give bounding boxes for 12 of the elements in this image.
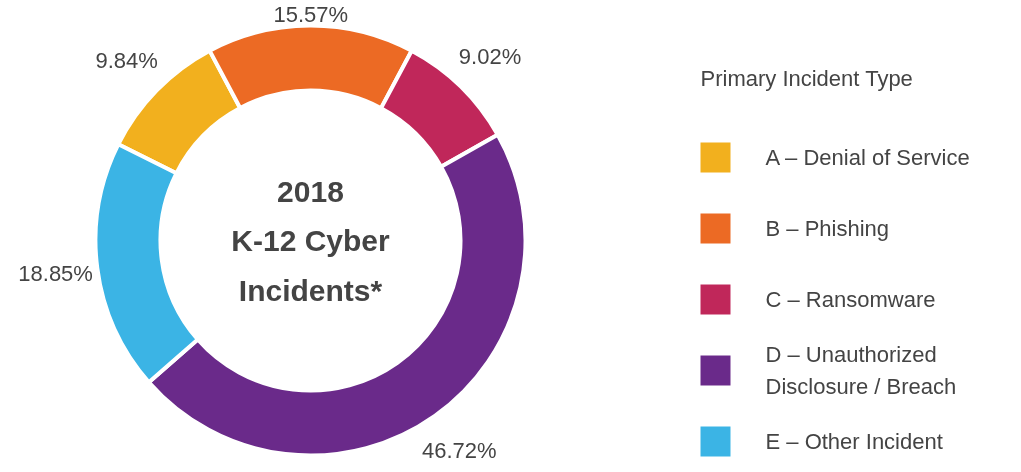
- data-label: 9.02%: [458, 44, 522, 70]
- legend-title: Primary Incident Type: [700, 66, 913, 91]
- data-label: 46.72%: [421, 437, 497, 463]
- data-label: 18.85%: [18, 260, 93, 286]
- legend-label: A – Denial of Service: [765, 145, 970, 170]
- text: 2018 K-12 Cyber Incidents*: [231, 174, 391, 307]
- data-label: 15.57%: [273, 2, 349, 27]
- legend-label: D – Unauthorized Disclosure / Breach: [765, 341, 957, 400]
- data-label: 9.84%: [95, 48, 158, 74]
- legend-label: B – Phishing: [765, 216, 890, 241]
- legend-label: E – Other Incident: [765, 429, 943, 454]
- legend-label: C – Ransomware: [765, 287, 936, 312]
